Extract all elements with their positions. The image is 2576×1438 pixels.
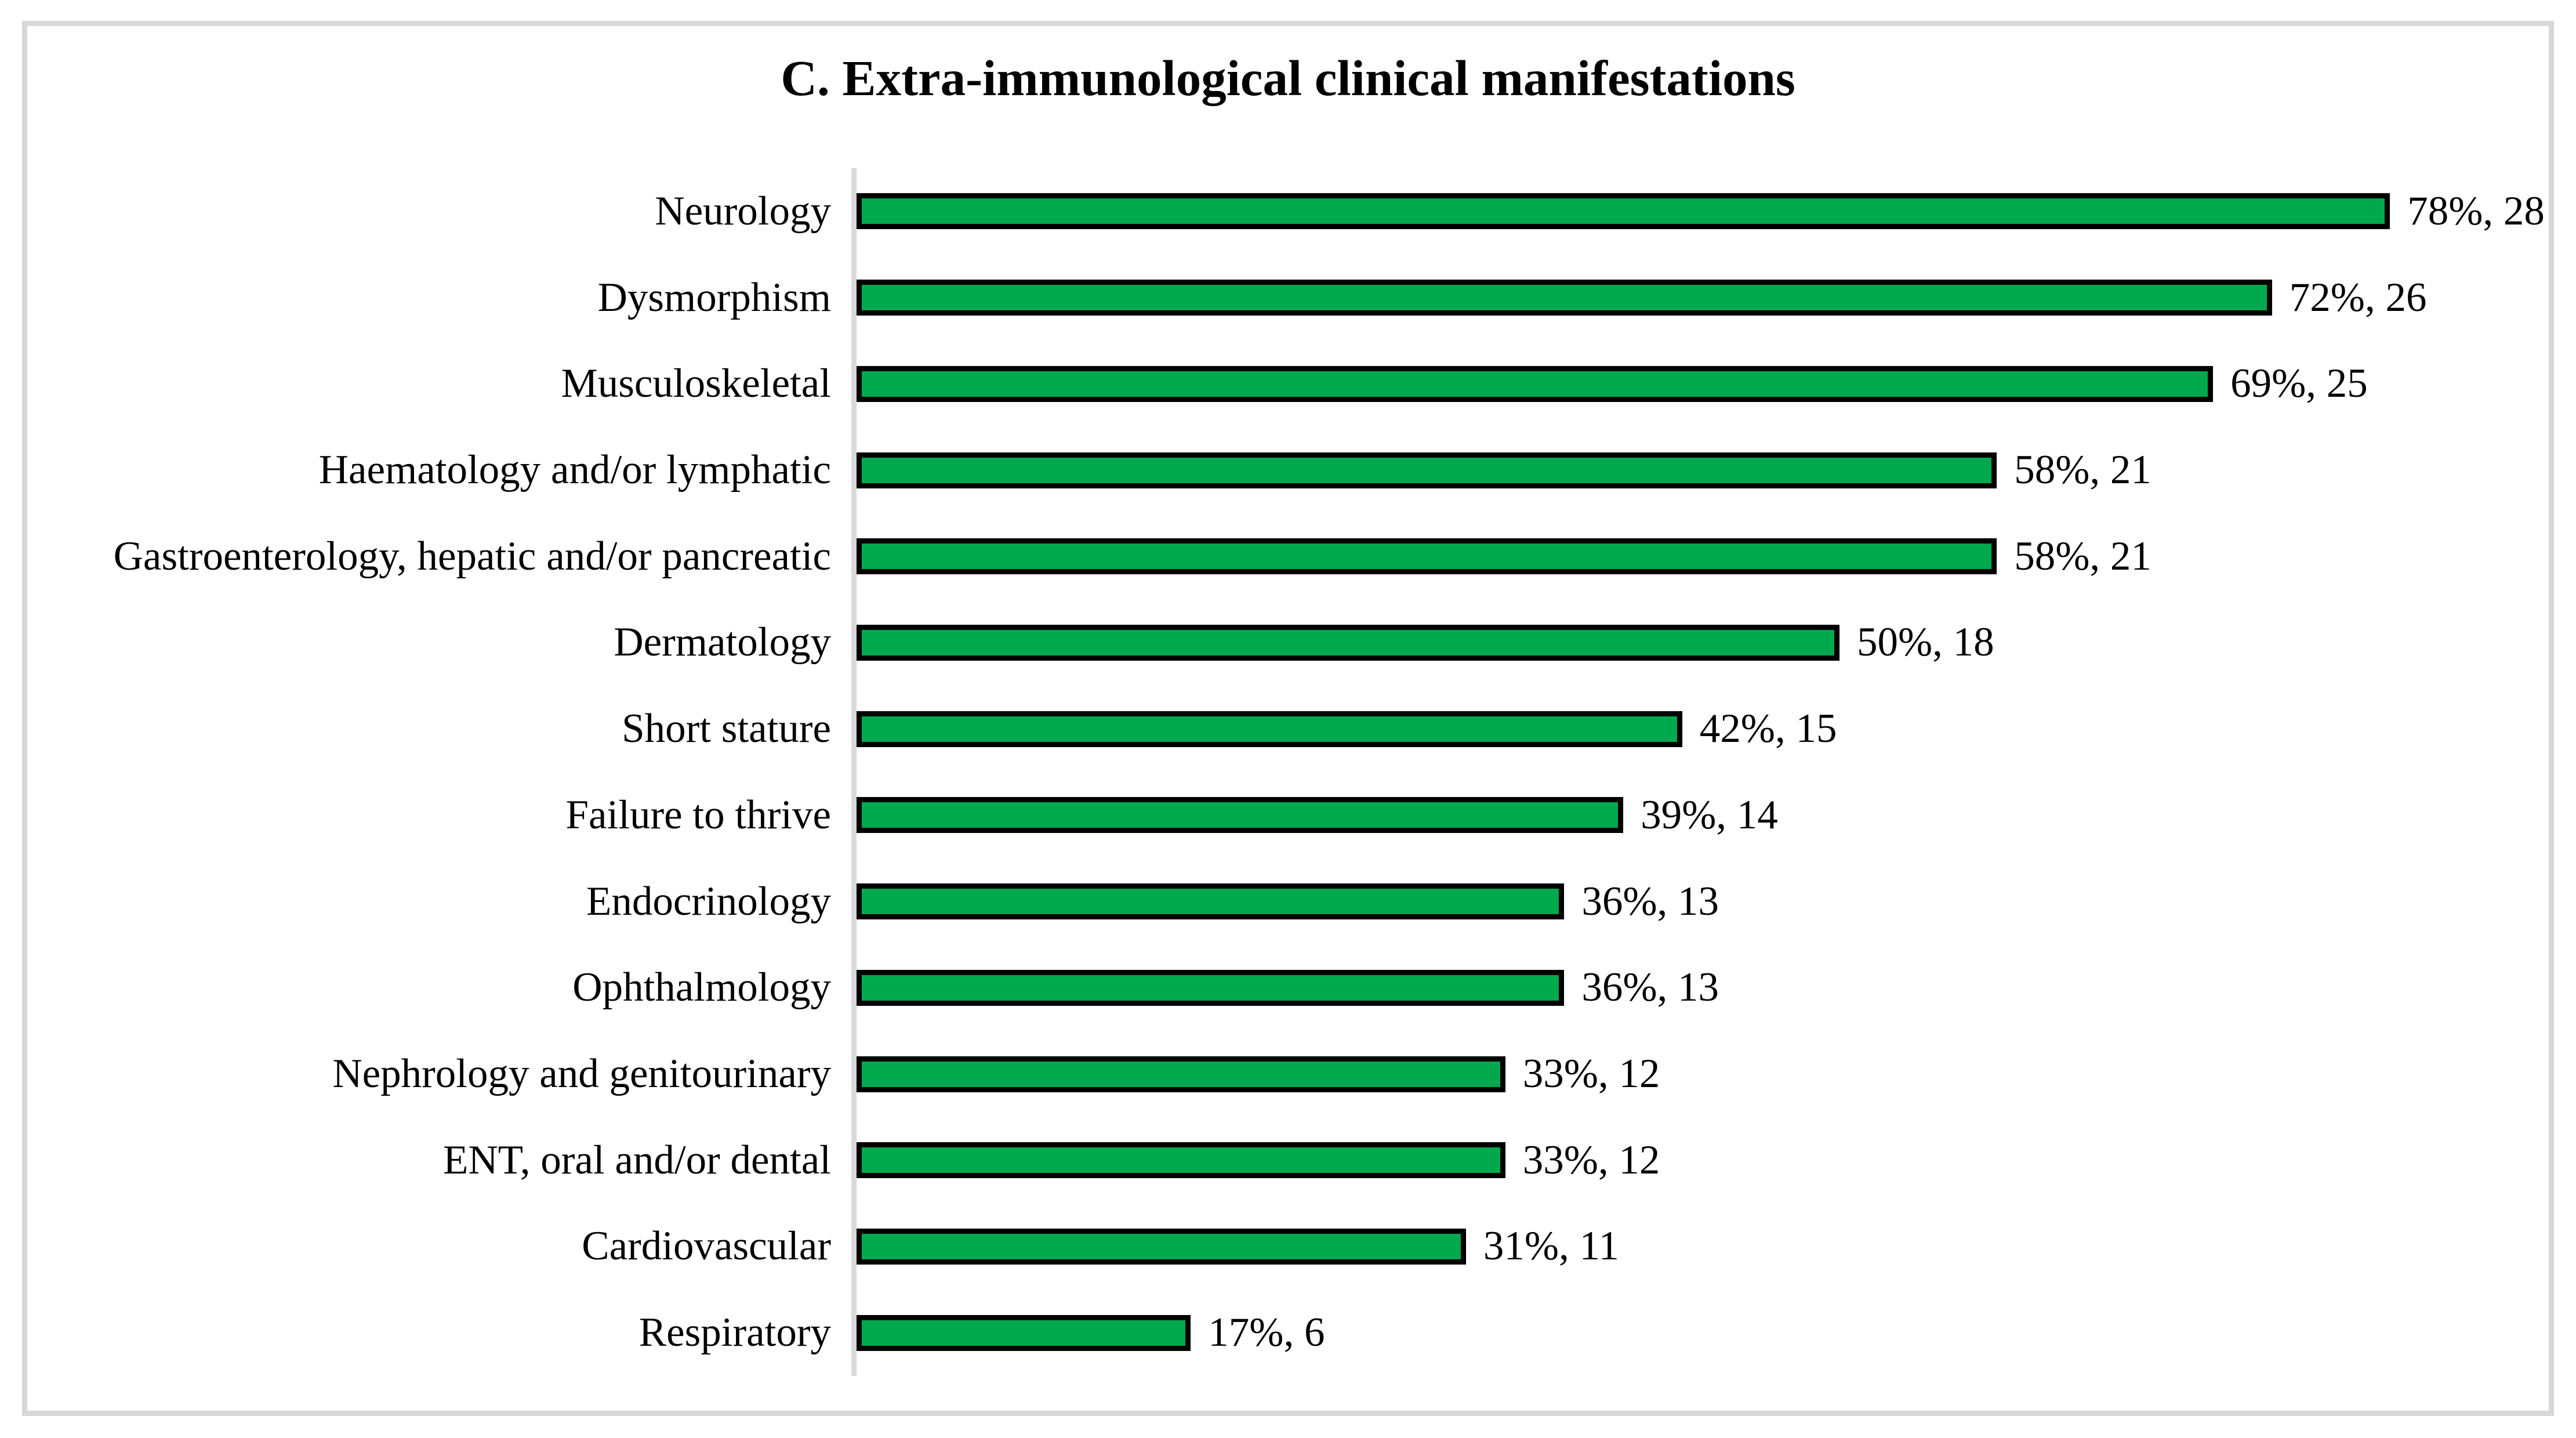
bar-row: ENT, oral and/or dental 33%, 12	[0, 1117, 2576, 1204]
bar-row: Dysmorphism 72%, 26	[0, 255, 2576, 341]
bar-row: Failure to thrive 39%, 14	[0, 772, 2576, 859]
category-label: Ophthalmology	[572, 965, 831, 1010]
bar	[857, 452, 1997, 488]
data-label: 78%, 28	[2407, 188, 2545, 234]
bar-row: Endocrinology 36%, 13	[0, 859, 2576, 945]
bar-row: Ophthalmology 36%, 13	[0, 944, 2576, 1031]
bar-row: Gastroenterology, hepatic and/or pancrea…	[0, 513, 2576, 600]
category-label: Endocrinology	[586, 878, 831, 924]
data-label: 17%, 6	[1208, 1310, 1325, 1356]
data-label: 31%, 11	[1483, 1223, 1619, 1269]
category-label: Failure to thrive	[565, 792, 831, 838]
bar	[857, 1314, 1191, 1351]
bar-row: Haematology and/or lymphatic 58%, 21	[0, 427, 2576, 513]
category-label: Haematology and/or lymphatic	[318, 447, 831, 493]
data-label: 36%, 13	[1581, 878, 1719, 924]
bar	[857, 624, 1840, 661]
category-label: Nephrology and genitourinary	[332, 1051, 831, 1097]
category-label: Neurology	[655, 188, 831, 234]
category-label: Gastroenterology, hepatic and/or pancrea…	[113, 533, 831, 579]
category-axis-line	[851, 168, 857, 1376]
bar-row: Dermatology 50%, 18	[0, 600, 2576, 686]
category-label: ENT, oral and/or dental	[443, 1137, 831, 1183]
data-label: 58%, 21	[2014, 533, 2151, 579]
data-label: 33%, 12	[1522, 1137, 1660, 1183]
bar	[857, 193, 2390, 230]
bar-row: Neurology 78%, 28	[0, 168, 2576, 255]
category-label: Dermatology	[614, 620, 831, 665]
bar	[857, 1228, 1466, 1265]
bar	[857, 538, 1997, 575]
bar-row: Musculoskeletal 69%, 25	[0, 341, 2576, 427]
category-label: Cardiovascular	[582, 1223, 831, 1269]
bar	[857, 883, 1565, 920]
bar-row: Respiratory 17%, 6	[0, 1290, 2576, 1376]
bar-rows: Neurology 78%, 28 Dysmorphism 72%, 26 Muscul…	[0, 168, 2576, 1376]
bar	[857, 797, 1624, 834]
bar	[857, 280, 2272, 316]
data-label: 39%, 14	[1641, 792, 1778, 838]
bar	[857, 969, 1565, 1006]
bar	[857, 365, 2214, 402]
chart-title: C. Extra-immunological clinical manifest…	[781, 50, 1795, 106]
bar	[857, 1056, 1505, 1092]
data-label: 58%, 21	[2014, 447, 2151, 493]
category-label: Dysmorphism	[597, 274, 831, 320]
bar-row: Nephrology and genitourinary 33%, 12	[0, 1031, 2576, 1117]
data-label: 36%, 13	[1581, 965, 1719, 1010]
data-label: 50%, 18	[1857, 620, 1994, 665]
bar-row: Cardiovascular 31%, 11	[0, 1204, 2576, 1290]
data-label: 72%, 26	[2289, 274, 2427, 320]
bar	[857, 1142, 1505, 1179]
category-label: Short stature	[622, 706, 831, 752]
category-label: Respiratory	[638, 1310, 831, 1356]
chart-border-frame	[22, 21, 2554, 1416]
data-label: 69%, 25	[2230, 361, 2368, 407]
data-label: 33%, 12	[1522, 1051, 1660, 1097]
bar	[857, 711, 1682, 747]
bar-row: Short stature 42%, 15	[0, 686, 2576, 772]
data-label: 42%, 15	[1699, 706, 1837, 752]
category-label: Musculoskeletal	[561, 361, 831, 407]
